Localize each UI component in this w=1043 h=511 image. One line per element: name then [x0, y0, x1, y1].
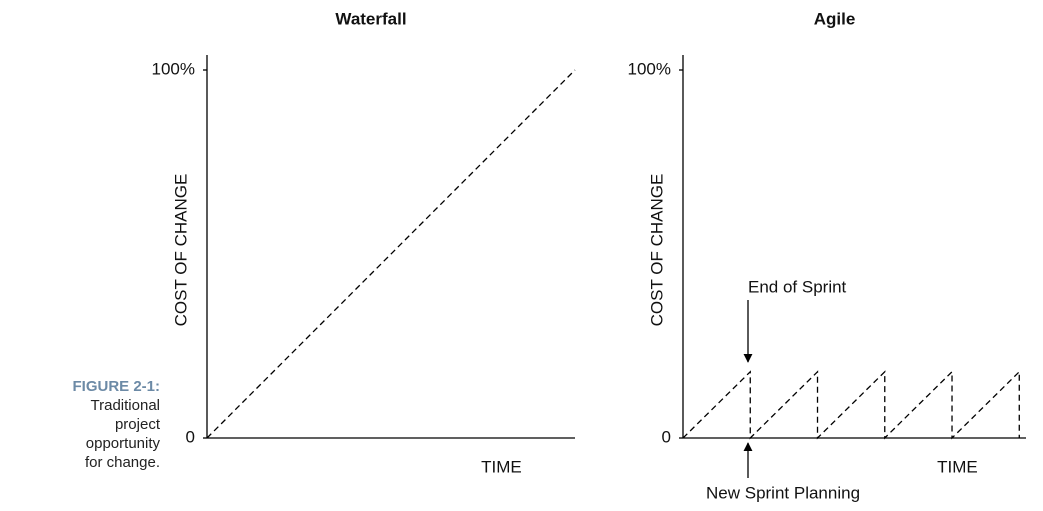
annotation: End of Sprint	[748, 277, 847, 296]
caption-text: Traditional project opportunity for change.	[85, 397, 161, 471]
y-tick-label: 100%	[628, 59, 671, 78]
y-tick-label: 0	[662, 427, 671, 446]
y-axis-label: COST OF CHANGE	[171, 174, 190, 327]
line-series	[206, 69, 576, 439]
line-series	[682, 370, 1020, 440]
x-axis-label: TIME	[481, 457, 522, 476]
chart-title: Waterfall	[335, 9, 406, 28]
annotation: New Sprint Planning	[706, 483, 860, 502]
y-tick-label: 100%	[152, 59, 195, 78]
figure-label: FIGURE 2-1:	[72, 378, 160, 395]
x-axis-label: TIME	[937, 457, 978, 476]
y-axis-label: COST OF CHANGE	[647, 174, 666, 327]
y-tick-label: 0	[186, 427, 195, 446]
chart-title: Agile	[814, 9, 856, 28]
